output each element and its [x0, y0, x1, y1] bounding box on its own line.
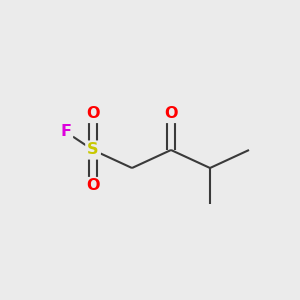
Text: O: O [86, 178, 100, 194]
Text: F: F [61, 124, 71, 140]
Text: S: S [87, 142, 99, 158]
Text: O: O [164, 106, 178, 122]
Text: O: O [86, 106, 100, 122]
